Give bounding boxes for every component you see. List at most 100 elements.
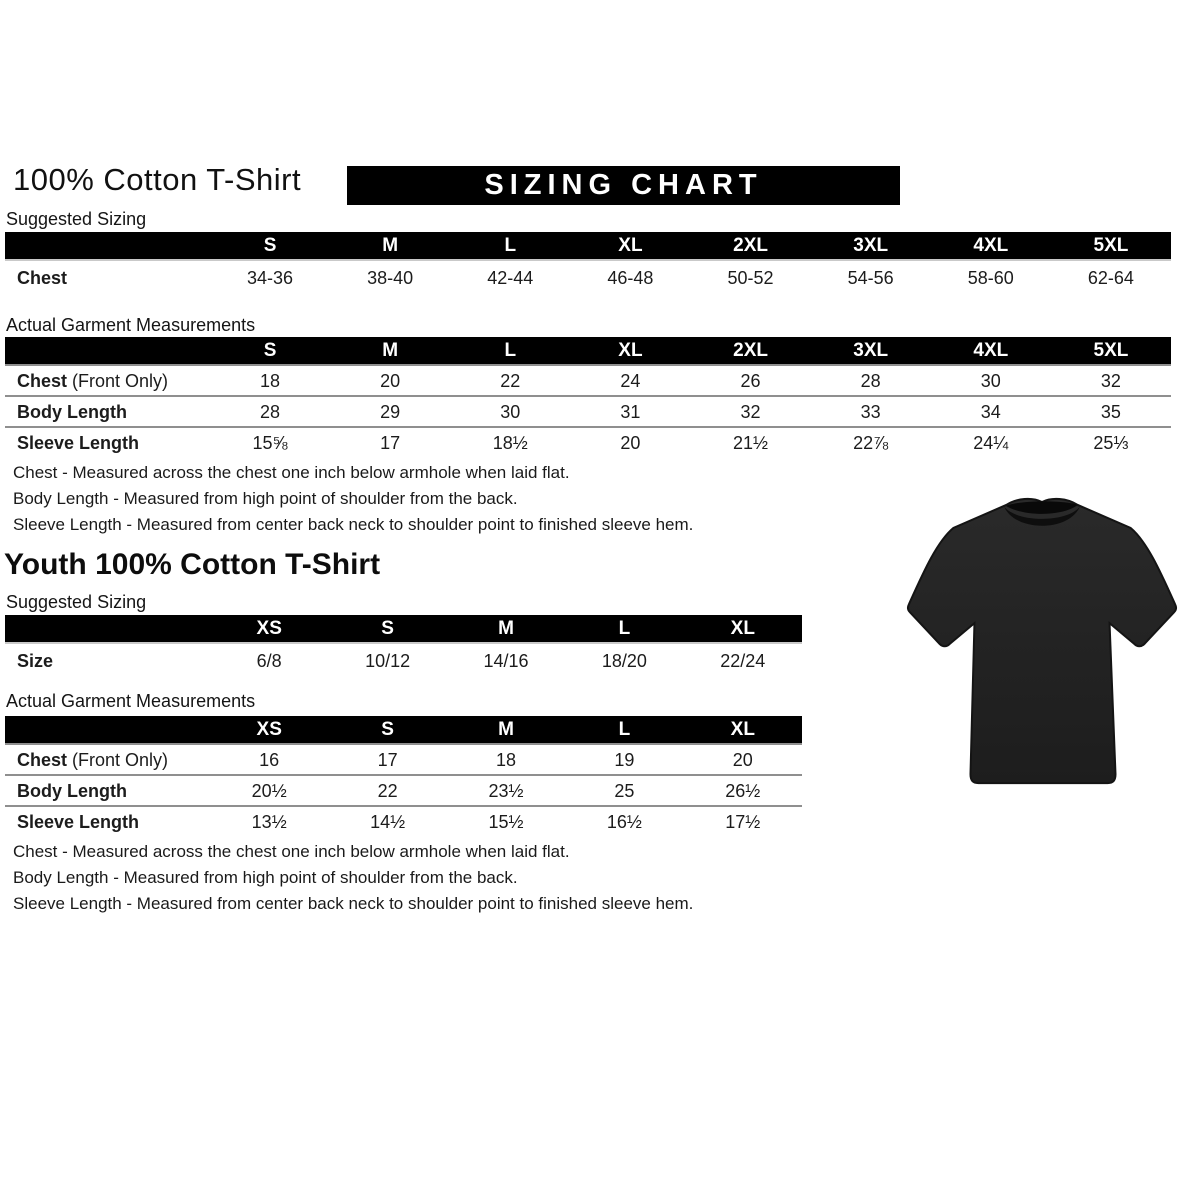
column-header-l: L xyxy=(618,618,631,639)
measurement-cell: 20 xyxy=(620,432,641,453)
measurement-cell: 18/20 xyxy=(601,650,647,671)
table-row: Sleeve Length 13½ 14½ 15½ 16½ 17½ xyxy=(5,805,802,836)
measurement-cell: 17 xyxy=(377,749,398,770)
measurement-cell: 62-64 xyxy=(1087,267,1134,288)
measurement-cell: 22/24 xyxy=(720,650,766,671)
measurement-cell: 14½ xyxy=(370,811,406,832)
measurement-cell: 16½ xyxy=(606,811,642,832)
row-label: Size xyxy=(17,650,54,671)
column-header-5xl: 5XL xyxy=(1093,235,1129,256)
table-row: Size 6/8 10/12 14/16 18/20 22/24 xyxy=(5,642,802,677)
measurement-cell: 58-60 xyxy=(967,267,1014,288)
measurement-cell: 26 xyxy=(740,370,761,391)
column-header-l: L xyxy=(618,719,631,740)
table-row: Chest 34-36 38-40 42-44 46-48 50-52 54-56 58-60… xyxy=(5,259,1171,294)
column-header-4xl: 4XL xyxy=(973,340,1009,361)
measurement-cell: 28 xyxy=(860,370,881,391)
measurement-cell: 28 xyxy=(260,401,281,422)
measurement-note: Chest - Measured across the chest one in… xyxy=(13,842,570,861)
measurement-cell: 32 xyxy=(740,401,761,422)
measurement-cell: 18½ xyxy=(492,432,528,453)
table-row: Chest (Front Only) 16 17 18 19 20 xyxy=(5,743,802,774)
measurement-cell: 14/16 xyxy=(483,650,529,671)
measurement-cell: 10/12 xyxy=(365,650,411,671)
column-header-s: S xyxy=(263,340,277,361)
measurement-cell: 30 xyxy=(980,370,1001,391)
column-header-2xl: 2XL xyxy=(733,340,768,361)
measurement-cell: 20½ xyxy=(251,780,287,801)
youth-actual-measurements-label: Actual Garment Measurements xyxy=(6,691,256,711)
column-header-m: M xyxy=(382,235,399,256)
table-row: Sleeve Length 15⅝ 17 18½ 20 21½ 22⅞ 24¼ 25⅓ xyxy=(5,426,1171,457)
row-label: Body Length xyxy=(17,401,127,422)
table-header-row: XS S M L XL xyxy=(5,615,802,642)
column-header-s: S xyxy=(381,719,394,740)
measurement-cell: 34 xyxy=(980,401,1001,422)
adult-actual-measurements-table: S M L XL 2XL 3XL 4XL 5XL Chest (Front Only) 18 20 2… xyxy=(5,337,1171,457)
column-header-2xl: 2XL xyxy=(733,235,768,256)
column-header-m: M xyxy=(498,618,514,639)
black-tshirt-icon xyxy=(907,497,1177,785)
measurement-note: Sleeve Length - Measured from center bac… xyxy=(13,894,694,913)
column-header-4xl: 4XL xyxy=(973,235,1009,256)
measurement-cell: 24 xyxy=(620,370,641,391)
measurement-note: Chest - Measured across the chest one in… xyxy=(13,463,570,482)
youth-actual-measurements-table: XS S M L XL Chest (Front Only) 16 17 18 19 20 Body … xyxy=(5,716,802,836)
tshirt-product-image xyxy=(893,482,1191,810)
measurement-cell: 15½ xyxy=(488,811,524,832)
measurement-cell: 13½ xyxy=(251,811,287,832)
row-label: Chest xyxy=(17,267,68,288)
measurement-cell: 35 xyxy=(1100,401,1121,422)
row-label: Body Length xyxy=(17,780,127,801)
column-header-xs: XS xyxy=(256,719,282,740)
table-header-row: S M L XL 2XL 3XL 4XL 5XL xyxy=(5,232,1171,259)
measurement-cell: 54-56 xyxy=(847,267,894,288)
page-title: 100% Cotton T-Shirt xyxy=(13,162,302,197)
adult-suggested-sizing-table: S M L XL 2XL 3XL 4XL 5XL Chest 34-36 38-40 42-44 46-… xyxy=(5,232,1171,294)
column-header-xs: XS xyxy=(256,618,282,639)
adult-suggested-sizing-label: Suggested Sizing xyxy=(6,209,147,229)
column-header-l: L xyxy=(504,340,517,361)
measurement-cell: 34-36 xyxy=(247,267,294,288)
youth-suggested-sizing-table: XS S M L XL Size 6/8 10/12 14/16 18/20 22/24 xyxy=(5,615,802,677)
youth-measurement-notes: Chest - Measured across the chest one in… xyxy=(13,843,693,921)
row-label: Chest (Front Only) xyxy=(17,749,169,770)
table-row: Body Length 20½ 22 23½ 25 26½ xyxy=(5,774,802,805)
youth-section-title: Youth 100% Cotton T-Shirt xyxy=(4,548,381,581)
row-label: Sleeve Length xyxy=(17,432,140,453)
measurement-cell: 18 xyxy=(495,749,516,770)
table-header-row: S M L XL 2XL 3XL 4XL 5XL xyxy=(5,337,1171,364)
row-label: Chest (Front Only) xyxy=(17,370,169,391)
measurement-cell: 19 xyxy=(614,749,635,770)
measurement-cell: 38-40 xyxy=(367,267,414,288)
measurement-cell: 17 xyxy=(380,432,401,453)
measurement-cell: 17½ xyxy=(725,811,761,832)
measurement-cell: 22 xyxy=(500,370,521,391)
column-header-s: S xyxy=(381,618,394,639)
sizing-chart-banner: SIZING CHART xyxy=(347,166,900,205)
column-header-xl: XL xyxy=(618,340,643,361)
table-header-row: XS S M L XL xyxy=(5,716,802,743)
measurement-cell: 29 xyxy=(380,401,401,422)
measurement-cell: 21½ xyxy=(733,432,769,453)
measurement-cell: 50-52 xyxy=(727,267,774,288)
measurement-cell: 18 xyxy=(260,370,281,391)
measurement-cell: 6/8 xyxy=(256,650,282,671)
measurement-cell: 26½ xyxy=(725,780,761,801)
measurement-cell: 20 xyxy=(732,749,753,770)
measurement-cell: 30 xyxy=(500,401,521,422)
column-header-xl: XL xyxy=(730,719,755,740)
youth-suggested-sizing-label: Suggested Sizing xyxy=(6,592,147,612)
table-row: Body Length 28 29 30 31 32 33 34 35 xyxy=(5,395,1171,426)
sizing-chart-banner-text: SIZING CHART xyxy=(484,169,763,201)
measurement-cell: 46-48 xyxy=(607,267,654,288)
measurement-cell: 25 xyxy=(614,780,635,801)
measurement-cell: 23½ xyxy=(488,780,524,801)
measurement-note: Body Length - Measured from high point o… xyxy=(13,868,518,887)
measurement-cell: 16 xyxy=(259,749,280,770)
measurement-cell: 15⅝ xyxy=(252,432,288,453)
measurement-note: Sleeve Length - Measured from center bac… xyxy=(13,515,694,534)
column-header-xl: XL xyxy=(618,235,643,256)
column-header-s: S xyxy=(263,235,277,256)
